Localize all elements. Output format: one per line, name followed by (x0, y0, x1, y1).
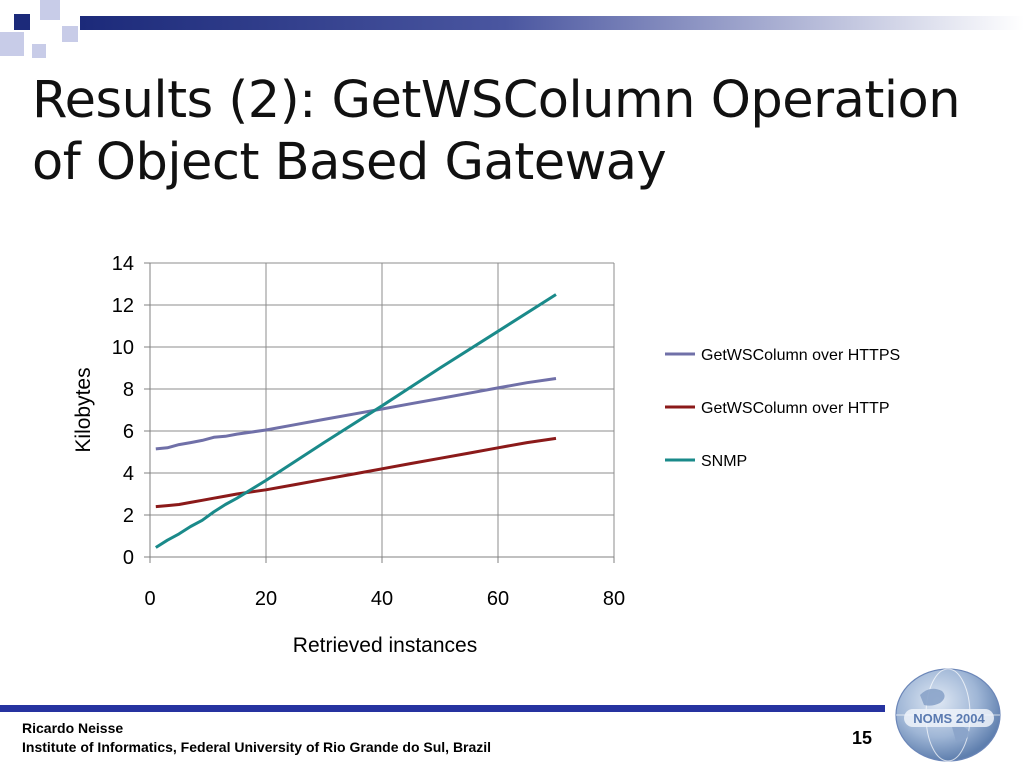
y-axis-title: Kilobytes (72, 367, 95, 452)
x-axis-title: Retrieved instances (293, 634, 477, 657)
decorative-square-2 (40, 0, 60, 20)
noms-globe-logo: NOMS 2004 (895, 668, 1001, 762)
x-tick-label: 20 (255, 588, 277, 610)
footer-divider (0, 705, 885, 712)
chart-legend: GetWSColumn over HTTPS GetWSColumn over H… (665, 347, 900, 470)
y-tick-label: 6 (123, 421, 134, 443)
logo-text: NOMS 2004 (913, 711, 985, 726)
y-tick-label: 8 (123, 379, 134, 401)
page-number: 15 (851, 728, 872, 748)
x-tick-label: 80 (603, 588, 625, 610)
x-tick-label: 40 (371, 588, 393, 610)
series-line-2 (155, 436, 557, 509)
line-chart: 0 2 4 6 8 10 12 14 0 20 40 60 80 Retrieved instances… (72, 253, 900, 657)
footer-institution: Institute of Informatics, Federal Univer… (22, 739, 492, 755)
chart-axes: 0 2 4 6 8 10 12 14 0 20 40 60 80 (112, 253, 625, 610)
legend-label-2: GetWSColumn over HTTP (701, 400, 889, 417)
chart-series (155, 293, 557, 549)
y-tick-label: 0 (123, 547, 134, 569)
decorative-square-4 (32, 44, 46, 58)
decorative-square-3 (0, 32, 24, 56)
series-line-3 (155, 293, 557, 549)
x-tick-label: 60 (487, 588, 509, 610)
x-tick-label: 0 (144, 588, 155, 610)
y-tick-label: 12 (112, 295, 134, 317)
slide-title: Results (2): GetWSColumn Operation of Ob… (32, 71, 961, 192)
footer-author: Ricardo Neisse (22, 720, 124, 736)
decorative-square-1 (14, 14, 30, 30)
y-tick-label: 10 (112, 337, 134, 359)
y-tick-label: 4 (123, 463, 134, 485)
y-tick-label: 14 (112, 253, 134, 275)
y-tick-label: 2 (123, 505, 134, 527)
decorative-square-5 (62, 26, 78, 42)
series-line-1 (155, 377, 557, 451)
legend-label-3: SNMP (701, 453, 747, 470)
legend-label-1: GetWSColumn over HTTPS (701, 347, 900, 364)
top-decorative-bar (80, 16, 1024, 30)
